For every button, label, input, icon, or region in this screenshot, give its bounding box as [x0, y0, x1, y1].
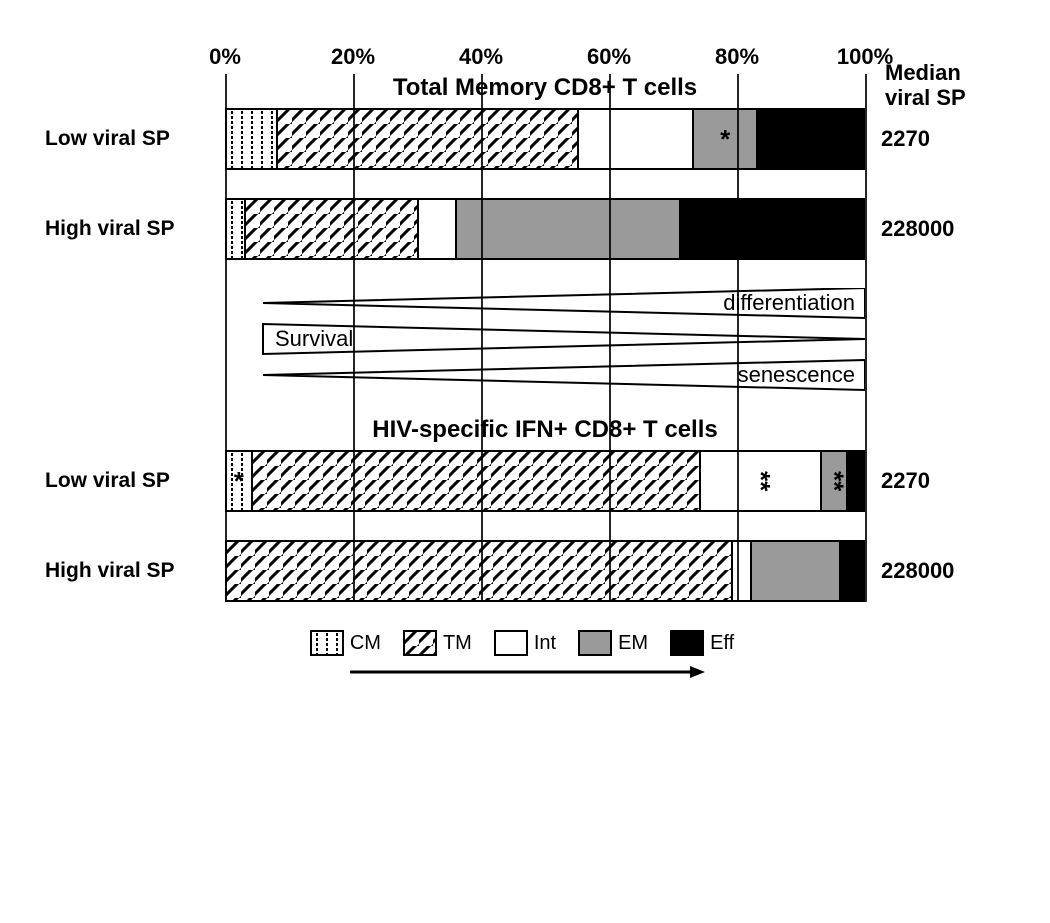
legend-label: Int: [534, 632, 556, 655]
legend-label: TM: [443, 632, 472, 655]
bar-median-value: 2270: [881, 126, 930, 152]
bar-segment-cm: [225, 198, 244, 260]
legend-item-cm: CM: [310, 630, 387, 656]
grid-line: [225, 74, 227, 602]
axis-tick: 20%: [331, 44, 375, 70]
significance-marker: **: [754, 471, 767, 491]
bar-row-label: High viral SP: [45, 217, 215, 241]
legend-label: EM: [618, 632, 648, 655]
bar-segment-tm: [251, 450, 699, 512]
section-title: HIV-specific IFN+ CD8+ T cells: [225, 416, 865, 444]
axis-tick: 60%: [587, 44, 631, 70]
section-title: Total Memory CD8+ T cells: [225, 74, 865, 102]
bar-row-label: High viral SP: [45, 559, 215, 583]
bar-row: Low viral SP2270*****: [225, 450, 865, 512]
legend-swatch: [403, 630, 437, 656]
grid-line: [481, 74, 483, 602]
bar-row-label: Low viral SP: [45, 127, 215, 151]
plot-area: Total Memory CD8+ T cells Low viral SP227…: [225, 74, 865, 602]
bar-segment-int: **: [699, 450, 821, 512]
bar-segment-int: [577, 108, 692, 170]
bar-segment-eff: [839, 540, 865, 602]
bar-median-value: 228000: [881, 558, 954, 584]
bar-segment-em: [750, 540, 840, 602]
bar-segment-em: **: [820, 450, 846, 512]
arrow-icon: [345, 662, 705, 682]
legend-swatch: [494, 630, 528, 656]
grid-line: [865, 74, 867, 602]
bar-segment-tm: [244, 198, 417, 260]
legend-swatch: [670, 630, 704, 656]
bar-row: High viral SP228000: [225, 540, 865, 602]
bar-segment-em: *: [692, 108, 756, 170]
legend-item-int: Int: [494, 630, 562, 656]
bar-segment-int: [731, 540, 750, 602]
bar-segment-eff: [679, 198, 865, 260]
bar-segment-tm: [276, 108, 577, 170]
bar-row-label: Low viral SP: [45, 469, 215, 493]
gradient-triangles: differentiation Survival senescence: [225, 288, 865, 398]
svg-text:senescence: senescence: [738, 362, 855, 387]
grid-line: [353, 74, 355, 602]
svg-text:Survival: Survival: [275, 326, 353, 351]
legend-arrow-row: [45, 662, 1005, 682]
bar-row: Low viral SP2270*: [225, 108, 865, 170]
bar-median-value: 228000: [881, 216, 954, 242]
x-axis: 0%20%40%60%80%100%: [225, 40, 865, 70]
axis-tick: 0%: [209, 44, 241, 70]
bar-segment-int: [417, 198, 455, 260]
right-heading: Medianviral SP: [885, 60, 966, 111]
bar-segment-cm: [225, 108, 276, 170]
bar-row: High viral SP228000: [225, 198, 865, 260]
bar-segment-tm: [225, 540, 731, 602]
legend-label: Eff: [710, 632, 734, 655]
svg-text:differentiation: differentiation: [723, 290, 855, 315]
significance-marker: *: [720, 133, 730, 146]
axis-tick: 80%: [715, 44, 759, 70]
bar-segment-eff: [756, 108, 865, 170]
bar-median-value: 2270: [881, 468, 930, 494]
grid-line: [737, 74, 739, 602]
bar-segment-eff: [846, 450, 865, 512]
legend-swatch: [578, 630, 612, 656]
legend-label: CM: [350, 632, 381, 655]
grid-line: [609, 74, 611, 602]
axis-tick: 40%: [459, 44, 503, 70]
legend-item-eff: Eff: [670, 630, 740, 656]
chart-container: 0%20%40%60%80%100% Medianviral SP Total …: [45, 40, 1005, 682]
legend-item-em: EM: [578, 630, 654, 656]
significance-marker: **: [827, 471, 840, 491]
bar-segment-cm: *: [225, 450, 251, 512]
bar-segment-em: [455, 198, 679, 260]
significance-marker: *: [234, 475, 244, 488]
legend-swatch: [310, 630, 344, 656]
legend-item-tm: TM: [403, 630, 478, 656]
legend: CM TM Int EM Eff: [45, 630, 1005, 656]
